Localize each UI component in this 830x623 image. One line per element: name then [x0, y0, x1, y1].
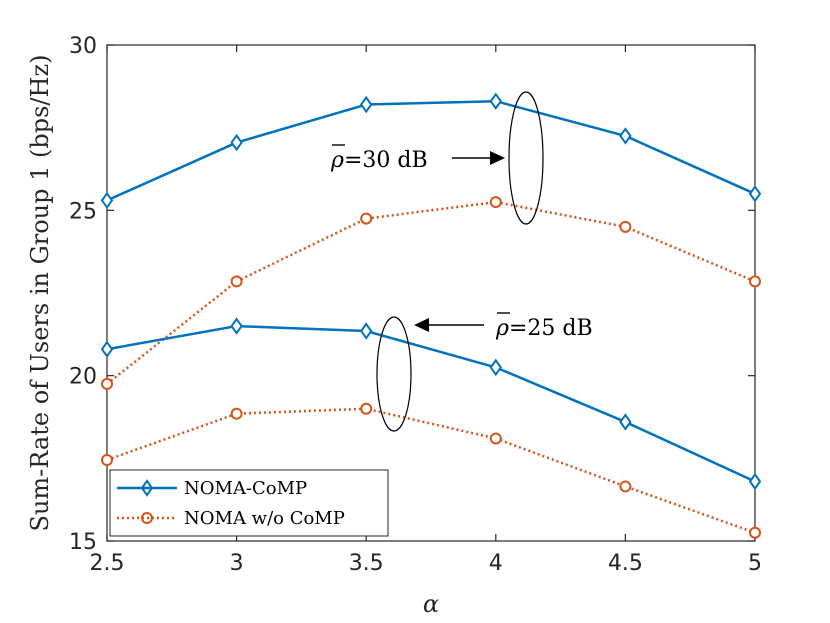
annotation-30db-ellipse	[508, 91, 544, 225]
annotation-25db: ρ=25 dB	[376, 312, 593, 432]
x-tick-label: 2.5	[90, 551, 125, 576]
data-point-circle	[489, 432, 502, 445]
data-point-circle	[619, 220, 632, 233]
y-tick-label: 30	[69, 34, 97, 59]
y-tick-label: 25	[69, 199, 97, 224]
data-point-circle	[619, 480, 632, 493]
annotation-30db-label: ρ=30 dB	[330, 148, 428, 173]
legend-label-noma-comp: NOMA-CoMP	[184, 478, 307, 499]
annotation-30db-text: =30 dB	[344, 148, 428, 173]
annotation-30db-arrowhead	[490, 151, 505, 165]
data-point-diamond	[489, 358, 503, 377]
data-point-diamond	[230, 133, 243, 152]
x-axis-title: α	[423, 590, 439, 618]
x-tick-label: 3.5	[349, 551, 384, 576]
data-point-circle	[101, 377, 113, 390]
annotation-25db-ellipse	[376, 316, 412, 432]
legend-entry-noma-comp: NOMA-CoMP	[117, 478, 307, 499]
data-point-diamond	[359, 95, 373, 114]
data-point-circle	[360, 402, 373, 415]
data-point-circle	[230, 275, 243, 288]
annotation-25db-arrowhead	[414, 318, 429, 332]
x-tick-label: 4	[489, 551, 503, 576]
x-tick-label: 3	[230, 551, 244, 576]
plot-area	[106, 44, 756, 542]
data-point-diamond	[359, 322, 373, 340]
annotation-30db-rho: ρ	[330, 148, 344, 173]
data-point-diamond	[230, 317, 243, 335]
annotation-25db-rho: ρ	[495, 316, 509, 341]
legend-diamond-marker	[140, 479, 154, 497]
data-point-circle	[360, 212, 373, 225]
series-line-3	[106, 407, 756, 534]
data-point-circle	[489, 196, 502, 209]
data-point-circle	[230, 407, 243, 420]
legend-label-noma-wo-comp: NOMA w/o CoMP	[184, 508, 345, 529]
y-tick-label: 20	[69, 365, 97, 390]
annotation-25db-label: ρ=25 dB	[495, 316, 593, 341]
x-tick-label: 4.5	[608, 551, 643, 576]
data-point-diamond	[619, 127, 632, 145]
data-point-diamond	[100, 191, 114, 210]
legend-box	[109, 469, 389, 537]
data-point-diamond	[748, 472, 762, 491]
legend-circle-marker	[141, 512, 153, 524]
legend-entry-noma-wo-comp: NOMA w/o CoMP	[117, 508, 345, 529]
data-point-circle	[749, 526, 761, 539]
legend: NOMA-CoMP NOMA w/o CoMP	[109, 469, 389, 537]
data-point-diamond	[489, 92, 503, 110]
data-point-diamond	[748, 185, 762, 203]
series-line-1	[106, 200, 756, 385]
data-point-circle	[101, 453, 113, 466]
y-axis-title: Sum-Rate of Users in Group 1 (bps/Hz)	[26, 55, 54, 532]
series-line-0	[106, 99, 756, 202]
x-tick-label: 5	[748, 551, 762, 576]
data-point-circle	[749, 275, 761, 288]
data-point-diamond	[100, 340, 114, 358]
data-point-diamond	[619, 413, 632, 431]
series-layer	[100, 92, 762, 539]
annotation-25db-text: =25 dB	[509, 316, 593, 341]
annotation-30db: ρ=30 dB	[330, 91, 544, 225]
series-line-2	[106, 324, 756, 483]
y-tick-label: 15	[69, 530, 97, 555]
